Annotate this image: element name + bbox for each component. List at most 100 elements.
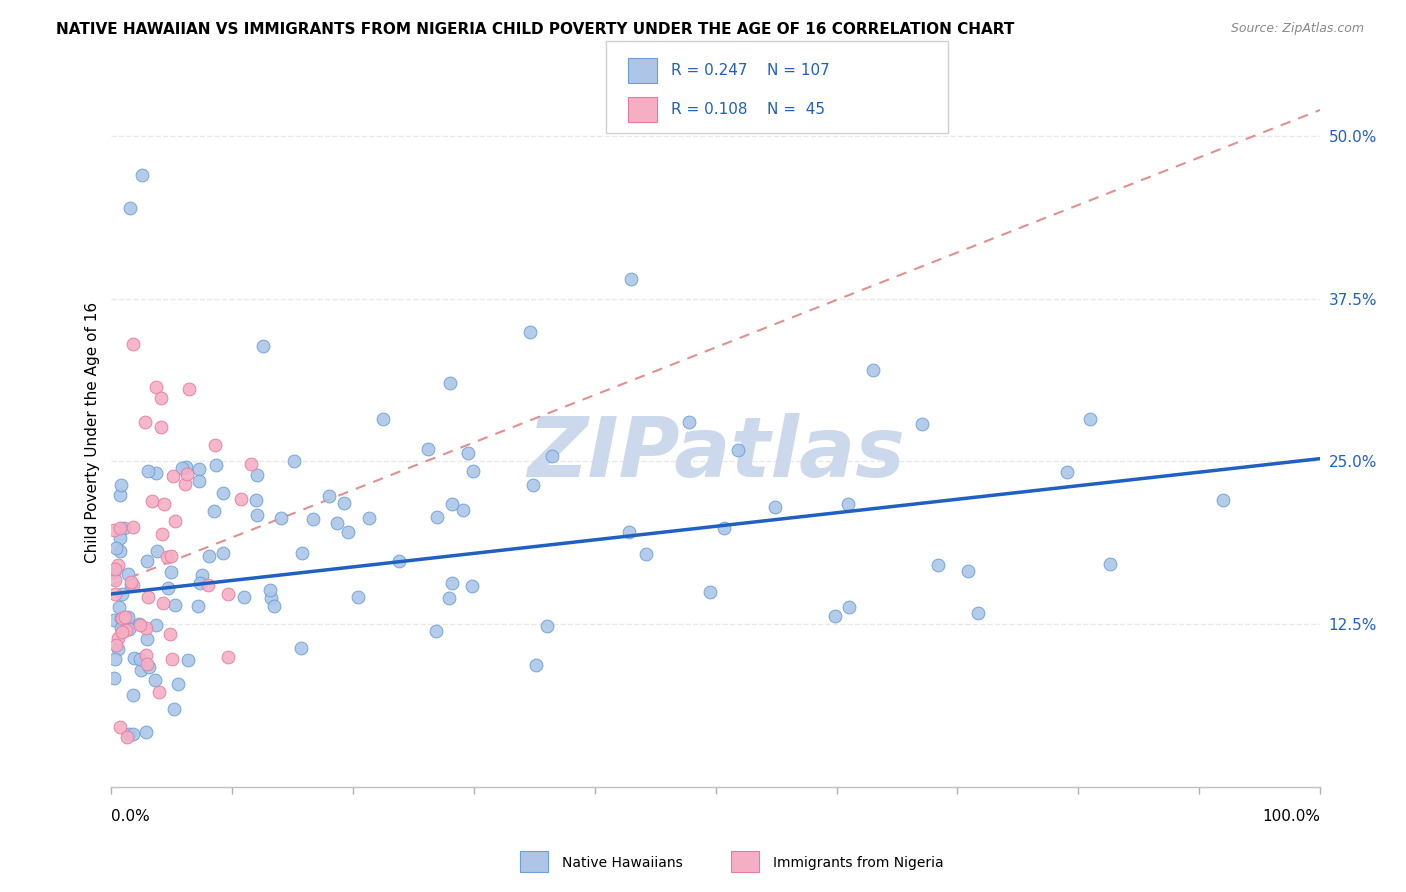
Point	[437, 591, 460, 605]
Point	[426, 510, 449, 524]
Point	[461, 579, 484, 593]
Point	[114, 609, 136, 624]
Point	[634, 548, 657, 562]
Text: ZIPatlas: ZIPatlas	[527, 413, 904, 494]
Point	[129, 651, 152, 665]
Point	[425, 624, 447, 638]
Text: 100.0%: 100.0%	[1263, 809, 1320, 824]
Point	[837, 497, 859, 511]
Point	[246, 468, 269, 483]
Point	[824, 608, 846, 623]
Point	[122, 651, 145, 665]
Point	[541, 449, 564, 463]
Point	[159, 627, 181, 641]
Point	[152, 596, 174, 610]
Point	[118, 201, 141, 215]
Point	[150, 391, 173, 405]
Point	[145, 466, 167, 480]
Point	[110, 478, 132, 492]
Point	[838, 599, 860, 614]
Point	[128, 617, 150, 632]
Point	[246, 508, 269, 522]
Point	[115, 623, 138, 637]
Point	[187, 475, 209, 489]
Point	[150, 420, 173, 434]
Point	[763, 500, 786, 515]
Point	[197, 578, 219, 592]
Point	[536, 619, 558, 633]
Point	[388, 554, 411, 568]
Point	[187, 599, 209, 613]
Point	[136, 464, 159, 478]
Point	[162, 652, 184, 666]
Point	[122, 727, 145, 741]
Point	[336, 524, 359, 539]
Text: R = 0.247    N = 107: R = 0.247 N = 107	[671, 63, 830, 78]
Point	[212, 546, 235, 560]
Point	[134, 415, 156, 429]
Point	[911, 417, 934, 431]
Point	[110, 531, 132, 545]
Point	[156, 549, 179, 564]
Point	[232, 590, 254, 604]
Point	[103, 613, 125, 627]
Point	[263, 599, 285, 613]
Point	[187, 462, 209, 476]
Point	[318, 489, 340, 503]
Point	[177, 382, 200, 396]
Point	[457, 446, 479, 460]
Point	[371, 412, 394, 426]
Point	[103, 524, 125, 538]
Point	[108, 720, 131, 734]
Point	[188, 576, 211, 591]
Point	[862, 363, 884, 377]
Point	[153, 497, 176, 511]
Point	[197, 549, 219, 564]
Point	[107, 631, 129, 645]
Point	[118, 622, 141, 636]
Point	[115, 730, 138, 744]
Point	[202, 504, 225, 518]
Point	[131, 168, 153, 182]
Point	[117, 566, 139, 581]
Point	[163, 702, 186, 716]
Point	[245, 492, 267, 507]
Point	[620, 272, 643, 286]
Point	[107, 600, 129, 615]
Point	[122, 520, 145, 534]
Text: NATIVE HAWAIIAN VS IMMIGRANTS FROM NIGERIA CHILD POVERTY UNDER THE AGE OF 16 COR: NATIVE HAWAIIAN VS IMMIGRANTS FROM NIGER…	[56, 22, 1015, 37]
Point	[291, 547, 314, 561]
Point	[122, 337, 145, 351]
Point	[110, 610, 132, 624]
Point	[108, 488, 131, 502]
Point	[136, 554, 159, 568]
Point	[357, 511, 380, 525]
Point	[120, 574, 142, 589]
Point	[727, 442, 749, 457]
Point	[678, 415, 700, 429]
Point	[1212, 493, 1234, 508]
Point	[440, 497, 463, 511]
Point	[212, 486, 235, 500]
Point	[205, 458, 228, 472]
Point	[927, 558, 949, 572]
Point	[111, 587, 134, 601]
Point	[135, 621, 157, 635]
Point	[103, 562, 125, 576]
Point	[172, 461, 194, 475]
Text: 0.0%: 0.0%	[111, 809, 150, 824]
Point	[110, 622, 132, 636]
Point	[150, 526, 173, 541]
Point	[617, 525, 640, 540]
Point	[451, 503, 474, 517]
Point	[135, 648, 157, 663]
Point	[129, 664, 152, 678]
Point	[1078, 412, 1101, 426]
Point	[121, 688, 143, 702]
Point	[176, 467, 198, 482]
Point	[107, 642, 129, 657]
Point	[301, 512, 323, 526]
Point	[117, 609, 139, 624]
Point	[966, 606, 988, 620]
Y-axis label: Child Poverty Under the Age of 16: Child Poverty Under the Age of 16	[86, 301, 100, 563]
